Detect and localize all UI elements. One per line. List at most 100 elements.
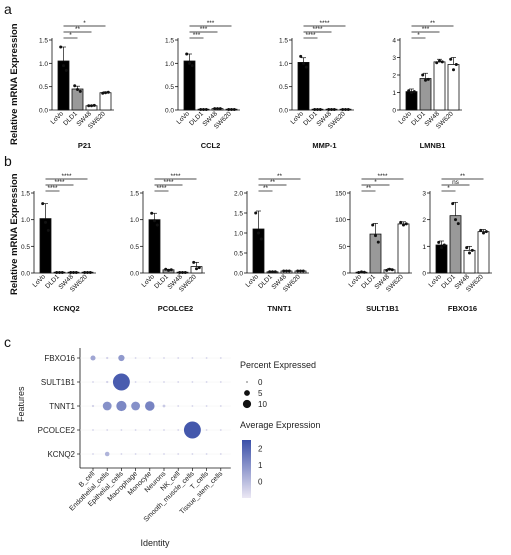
data-point xyxy=(362,270,366,274)
gene-label: PCOLCE2 xyxy=(158,304,193,313)
data-point xyxy=(440,60,444,64)
y-tick-label: 1.5 xyxy=(279,38,288,45)
panel-label-a: a xyxy=(4,1,12,17)
significance-label: **** xyxy=(47,185,58,192)
data-point xyxy=(482,231,485,235)
dot-kcnq2-tissue-stem-cells xyxy=(219,453,222,455)
y-tick-label: 1.0 xyxy=(279,61,288,68)
y-tick-label: 2.0 xyxy=(234,191,243,198)
dot-fbxo16-monocyte xyxy=(148,357,151,359)
identity-axis-title: Identity xyxy=(140,538,170,548)
gene-label: KCNQ2 xyxy=(53,304,79,313)
data-point xyxy=(304,65,308,69)
data-point xyxy=(402,223,405,227)
data-point xyxy=(479,228,483,232)
significance-label: ns xyxy=(452,179,460,186)
data-point xyxy=(442,243,446,247)
bar-lovo xyxy=(405,91,418,111)
data-point xyxy=(299,269,302,273)
significance-label: **** xyxy=(305,32,316,39)
data-point xyxy=(299,54,303,58)
bar-sw620 xyxy=(447,64,460,111)
dot-sult1b1-smooth-muscle-cells xyxy=(191,381,194,383)
data-point xyxy=(407,89,411,93)
dot-sult1b1-b-cell xyxy=(92,381,94,383)
color-legend-label: 0 xyxy=(258,477,263,486)
dot-sult1b1-endothelial-cells xyxy=(106,380,109,384)
significance-label: **** xyxy=(312,26,323,33)
y-tick-label: 4 xyxy=(392,38,396,45)
data-point xyxy=(46,228,50,232)
dot-fbxo16-epithelial-cells xyxy=(118,354,125,362)
dot-pcolce2-nk-cell xyxy=(177,429,180,431)
y-tick-label: 1.5 xyxy=(21,191,30,198)
dot-fbxo16-b-cell xyxy=(90,355,96,361)
y-tick-label: 1.0 xyxy=(234,231,243,238)
data-point xyxy=(327,108,331,112)
data-point xyxy=(199,108,203,112)
significance-label: **** xyxy=(156,185,167,192)
dot-kcnq2-nk-cell xyxy=(177,453,180,455)
dot-pcolce2-b-cell xyxy=(92,429,94,431)
dot-sult1b1-t-cells xyxy=(205,381,208,383)
data-point xyxy=(227,108,231,112)
dot-fbxo16-smooth-muscle-cells xyxy=(191,357,194,359)
color-scale-bar xyxy=(242,440,251,498)
y-tick-label: 0 xyxy=(392,108,396,115)
gene-label: FBXO16 xyxy=(448,304,477,313)
significance-label: **** xyxy=(319,20,330,27)
significance-label: *** xyxy=(193,32,201,39)
bar-chart-kcnq2: 0.00.51.01.5LoVoDLD1SW48SW620KCNQ2******… xyxy=(21,173,96,313)
y-tick-label: 1.5 xyxy=(39,38,48,45)
dot-pcolce2-t-cells xyxy=(205,429,208,431)
y-tick-label: 0 xyxy=(342,271,346,278)
color-legend-title: Average Expression xyxy=(240,420,320,430)
significance-label: ** xyxy=(430,20,436,27)
y-tick-label: 1.0 xyxy=(130,217,139,224)
y-tick-label: 0.5 xyxy=(21,244,30,251)
size-legend-dot xyxy=(246,381,248,383)
y-tick-label: 1.0 xyxy=(165,61,174,68)
dot-fbxo16-neurons xyxy=(163,357,165,359)
data-point xyxy=(104,91,107,95)
gene-label: TNNT1 xyxy=(267,304,291,313)
y-tick-label: 150 xyxy=(335,191,346,198)
size-legend-label: 10 xyxy=(258,400,267,409)
dot-sult1b1-macrophage xyxy=(134,381,137,383)
dot-fbxo16-tissue-stem-cells xyxy=(219,357,222,359)
significance-label: **** xyxy=(61,173,72,180)
data-point xyxy=(155,223,159,227)
significance-label: ** xyxy=(270,179,276,186)
bar-sw620 xyxy=(397,223,410,274)
data-point xyxy=(202,108,205,112)
data-point xyxy=(83,270,87,274)
data-point xyxy=(60,270,64,274)
data-point xyxy=(371,223,375,227)
data-point xyxy=(302,61,305,65)
y-tick-label: 2 xyxy=(392,73,396,80)
dot-fbxo16-t-cells xyxy=(205,357,208,359)
data-point xyxy=(150,211,154,215)
dot-fbxo16-nk-cell xyxy=(177,357,180,359)
data-point xyxy=(183,270,187,274)
data-point xyxy=(106,90,110,94)
data-point xyxy=(282,269,286,273)
data-point xyxy=(440,246,443,250)
data-point xyxy=(185,52,189,56)
y-tick-label: 0.0 xyxy=(21,271,30,278)
dot-pcolce2-monocyte xyxy=(148,429,151,431)
significance-label: *** xyxy=(207,20,215,27)
significance-label: ** xyxy=(366,185,372,192)
data-point xyxy=(195,267,198,271)
dot-pcolce2-macrophage xyxy=(134,429,137,431)
dot-sult1b1-monocyte xyxy=(148,381,151,383)
dot-pcolce2-tissue-stem-cells xyxy=(219,429,222,431)
dot-kcnq2-monocyte xyxy=(148,453,151,455)
dot-tnnt1-nk-cell xyxy=(177,405,180,407)
significance-label: **** xyxy=(163,179,174,186)
